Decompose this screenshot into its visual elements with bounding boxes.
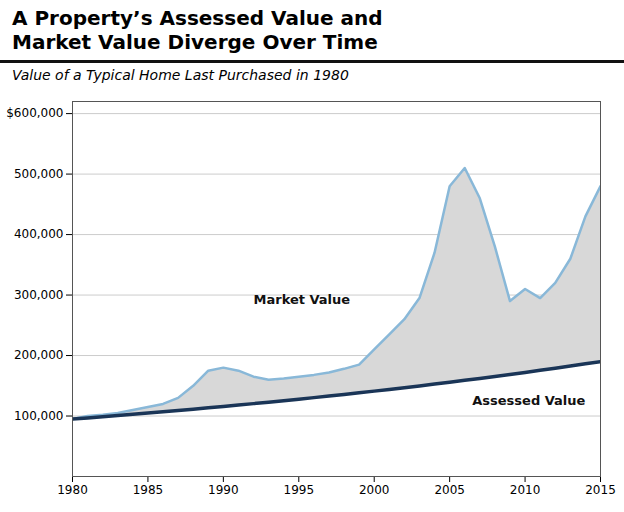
svg-text:1990: 1990 — [208, 483, 239, 497]
svg-text:500,000: 500,000 — [14, 167, 64, 181]
html-text:Value of a Typical Home Last P: Value of a Typical Home Last Purchased i… — [12, 67, 349, 83]
svg-text:$600,000: $600,000 — [6, 106, 63, 120]
svg-text:2005: 2005 — [434, 483, 465, 497]
svg-text:2000: 2000 — [359, 483, 390, 497]
svg-text:400,000: 400,000 — [14, 227, 64, 241]
svg-text:1995: 1995 — [284, 483, 315, 497]
svg-text:1980: 1980 — [57, 483, 88, 497]
svg-text:2010: 2010 — [510, 483, 541, 497]
svg-text:Market Value: Market Value — [254, 292, 351, 307]
svg-text:1985: 1985 — [133, 483, 164, 497]
svg-text:2015: 2015 — [585, 483, 616, 497]
svg-text:200,000: 200,000 — [14, 348, 64, 362]
svg-text:100,000: 100,000 — [14, 409, 64, 423]
svg-text:300,000: 300,000 — [14, 288, 64, 302]
html-text:A Property’s Assessed Value an: A Property’s Assessed Value and — [12, 6, 383, 30]
html-text:Market Value Diverge Over Time: Market Value Diverge Over Time — [12, 30, 378, 54]
svg-text:Assessed Value: Assessed Value — [472, 393, 585, 408]
